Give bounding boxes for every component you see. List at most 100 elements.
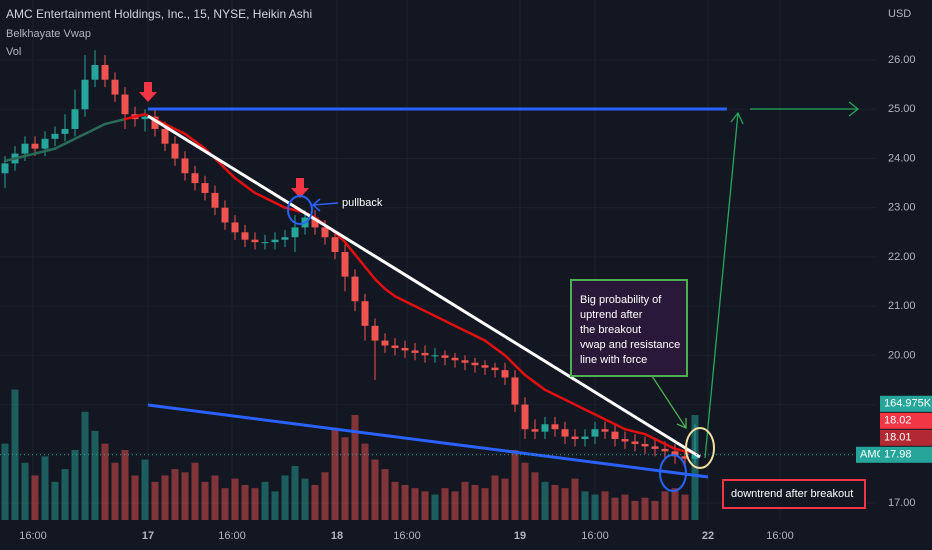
last-price-label: 17.98 xyxy=(884,449,912,461)
vwap-segment xyxy=(63,137,77,145)
price-label: 18.01 xyxy=(884,432,912,444)
candle-body xyxy=(641,443,649,447)
volume-bar xyxy=(451,491,459,520)
vwap-segment xyxy=(583,408,597,416)
volume-bar xyxy=(301,478,309,520)
x-tick-label: 16:00 xyxy=(766,530,794,542)
candle-body xyxy=(581,436,589,440)
vwap-segment xyxy=(423,309,437,318)
vwap-segment xyxy=(73,132,87,141)
arrow-head xyxy=(676,418,687,430)
vwap-segment xyxy=(613,423,627,431)
breakout-circle xyxy=(659,454,687,492)
volume-bar xyxy=(351,414,359,520)
volume-bar xyxy=(521,462,529,520)
candle-body xyxy=(431,355,439,357)
candle-body xyxy=(531,429,539,432)
vwap-segment xyxy=(483,339,497,350)
vwap-segment xyxy=(223,167,237,180)
volume-bar xyxy=(561,488,569,520)
volume-bar xyxy=(331,427,339,520)
volume-bar xyxy=(441,488,449,520)
note-line: Big probability of xyxy=(580,294,662,306)
vwap-segment xyxy=(103,120,117,126)
volume-bar xyxy=(481,488,489,520)
candle-body xyxy=(231,222,239,233)
volume-bar xyxy=(681,494,689,520)
y-tick-label: 26.00 xyxy=(888,54,916,66)
volume-bar xyxy=(581,491,589,520)
volume-bar xyxy=(1,443,9,520)
vwap-segment xyxy=(163,122,177,131)
note-line: line with force xyxy=(580,354,647,366)
candle-body xyxy=(331,237,339,253)
volume-bar xyxy=(21,462,29,520)
volume-bar xyxy=(91,430,99,520)
vwap-segment xyxy=(283,206,297,212)
volume-bar xyxy=(201,481,209,520)
candle-body xyxy=(511,377,519,405)
vwap-segment xyxy=(563,398,577,406)
y-tick-label: 24.00 xyxy=(888,152,916,164)
volume-bar xyxy=(251,488,259,520)
vwap-segment xyxy=(363,265,377,281)
vwap-segment xyxy=(83,127,97,136)
volume-bar xyxy=(671,488,679,520)
candle-body xyxy=(121,94,129,115)
vwap-segment xyxy=(623,427,637,433)
candle-body xyxy=(181,158,189,174)
vwap-segment xyxy=(593,413,607,421)
volume-bar xyxy=(401,484,409,520)
note-line: vwap and resistance xyxy=(580,339,680,351)
vwap-segment xyxy=(503,354,517,367)
price-label-bg xyxy=(880,429,932,446)
candle-body xyxy=(351,276,359,302)
volume-bar xyxy=(621,494,629,520)
volume-bar xyxy=(381,469,389,520)
vwap-segment xyxy=(553,393,567,401)
candle-body xyxy=(631,441,639,444)
candle-body xyxy=(111,79,119,95)
drawings: pullback Big probability of uptrend afte… xyxy=(139,82,866,509)
vwap-segment xyxy=(353,253,367,269)
volume-bar xyxy=(181,472,189,520)
candle-body xyxy=(101,64,109,80)
vwap-segment xyxy=(533,381,547,392)
candle-body xyxy=(51,133,59,139)
volume-bar xyxy=(491,475,499,520)
volume-bar xyxy=(61,469,69,520)
volume-bar xyxy=(271,491,279,520)
candle-body xyxy=(541,424,549,432)
candle-body xyxy=(481,365,489,368)
volume-bar xyxy=(241,484,249,520)
vwap-segment xyxy=(3,157,17,163)
vwap-segment xyxy=(33,149,47,155)
volume-bar xyxy=(51,481,59,520)
vwap-segment xyxy=(433,314,447,323)
volume-bar xyxy=(591,494,599,520)
vwap-segment xyxy=(493,346,507,357)
volume-bar xyxy=(141,459,149,520)
candle-body xyxy=(521,404,529,430)
volume-bar xyxy=(541,481,549,520)
volume-bar xyxy=(551,484,559,520)
note-arrow xyxy=(651,375,687,429)
x-tick-label: 16:00 xyxy=(19,530,47,542)
candle-body xyxy=(551,424,559,430)
candle-layer xyxy=(1,50,699,467)
volume-bar xyxy=(411,488,419,520)
vwap-segment xyxy=(273,201,287,209)
candle-body xyxy=(271,239,279,243)
vwap-segment xyxy=(23,152,37,158)
price-label: 18.02 xyxy=(884,415,912,427)
vwap-segment xyxy=(53,142,67,150)
volume-bar xyxy=(171,469,179,520)
price-axis xyxy=(876,0,932,550)
volume-bar xyxy=(231,478,239,520)
volume-bar xyxy=(471,484,479,520)
volume-bar xyxy=(361,443,369,520)
x-tick-label: 18 xyxy=(331,530,343,542)
pullback-circle xyxy=(287,195,313,225)
vwap-segment xyxy=(603,418,617,426)
